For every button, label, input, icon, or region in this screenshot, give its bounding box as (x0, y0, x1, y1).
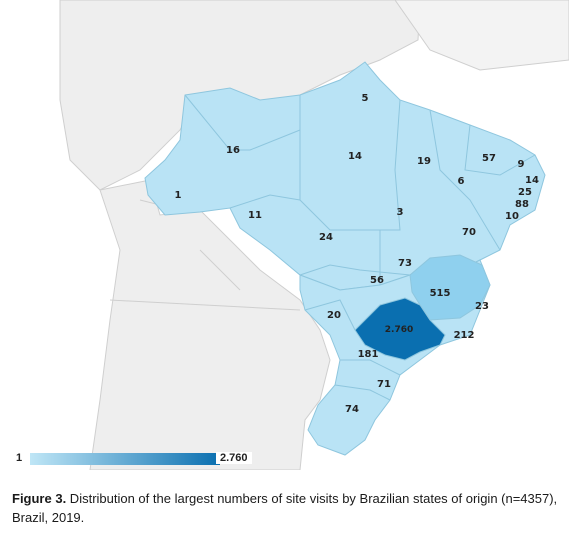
label-am: 16 (226, 145, 240, 156)
state-sp (354, 297, 446, 361)
label-rn: 9 (518, 159, 525, 170)
label-df: 73 (398, 258, 412, 269)
label-to: 3 (397, 207, 404, 218)
label-mg: 515 (430, 288, 451, 299)
state-mg (409, 254, 491, 321)
label-pe: 25 (518, 187, 532, 198)
label-mt: 24 (319, 232, 333, 243)
label-pb: 14 (525, 175, 539, 186)
label-ms: 20 (327, 310, 341, 321)
label-ro: 11 (248, 210, 262, 221)
label-se: 10 (505, 211, 519, 222)
figure-caption: Figure 3. Distribution of the largest nu… (12, 489, 558, 527)
label-rj: 212 (454, 330, 475, 341)
state-labels: 5 16 14 19 57 9 14 25 88 10 6 1 11 3 24 … (175, 93, 539, 415)
label-sc: 71 (377, 379, 391, 390)
caption-text: Distribution of the largest numbers of s… (12, 491, 558, 525)
legend-min-label: 1 (16, 452, 23, 464)
label-ma: 19 (417, 156, 431, 167)
label-rs: 74 (345, 404, 359, 415)
label-sp: 2.760 (385, 325, 413, 335)
legend-max-label: 2.760 (216, 452, 252, 464)
label-go: 56 (370, 275, 384, 286)
label-ba: 70 (462, 227, 476, 238)
figure-number: Figure 3. (12, 491, 67, 506)
label-ac: 1 (175, 190, 182, 201)
label-es: 23 (475, 301, 489, 312)
label-rr: 5 (362, 93, 369, 104)
color-scale-legend: 1 2.760 (16, 450, 276, 472)
brazil-map: 5 16 14 19 57 9 14 25 88 10 6 1 11 3 24 … (59, 0, 569, 470)
label-pi: 6 (458, 176, 465, 187)
brazil-states (144, 61, 546, 456)
label-ce: 57 (482, 153, 496, 164)
legend-gradient-bar (30, 453, 220, 465)
label-pa: 14 (348, 151, 362, 162)
label-al: 88 (515, 199, 529, 210)
label-pr: 181 (358, 349, 379, 360)
